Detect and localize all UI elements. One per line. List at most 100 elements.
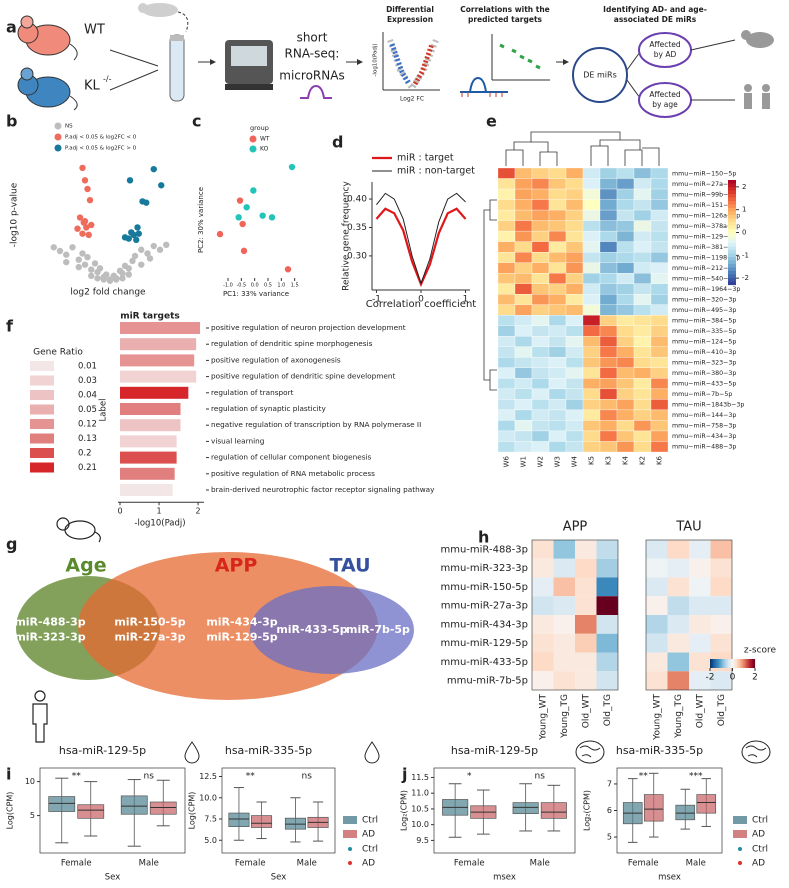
legend-marker — [738, 847, 742, 851]
heatmap-cell — [565, 399, 584, 411]
axis-label: -log10 p-value — [10, 182, 20, 247]
heatmap-cell — [532, 671, 554, 690]
connector — [626, 51, 641, 71]
heatmap-cell — [575, 652, 597, 672]
heatmap-cell — [548, 346, 567, 358]
heatmap-cell — [650, 167, 669, 179]
point — [284, 266, 292, 273]
heatmap-cell — [599, 378, 618, 390]
heatmap-cell — [633, 283, 652, 295]
significance: ** — [246, 772, 256, 782]
heatmap-cell — [646, 633, 668, 653]
row-label: mmu-miR-488-3p — [440, 544, 528, 555]
mouse-label-sup: -/- — [103, 75, 112, 84]
mouse-gray — [138, 3, 178, 17]
heatmap-cell — [582, 230, 601, 242]
row-label: mmu−miR−758−3p — [672, 423, 736, 430]
heatmap-cell — [616, 441, 635, 453]
significance: ** — [72, 772, 82, 782]
colorbar-segment — [728, 246, 736, 251]
heatmap-cell — [497, 325, 516, 337]
x-tick-label: -1 — [372, 295, 381, 305]
heatmap-cell — [565, 430, 584, 442]
heatmap-cell — [565, 251, 584, 263]
box — [120, 795, 148, 815]
colorbar-segment — [728, 204, 736, 209]
column-label: K4 — [622, 455, 630, 465]
heatmap-cell — [575, 596, 597, 615]
heatmap-cell — [599, 399, 618, 411]
heatmap-cell — [633, 441, 652, 453]
row-label: mmu−miR−380−3p — [672, 370, 736, 377]
point — [163, 241, 170, 248]
legend-marker — [348, 861, 352, 865]
heatmap-cell — [514, 378, 533, 390]
legend-label: Ctrl — [752, 845, 768, 855]
heatmap-cell — [616, 188, 635, 200]
heatmap-cell — [532, 596, 554, 615]
heatmap-cell — [553, 558, 575, 578]
heatmap-cell — [646, 558, 668, 578]
people-icon — [744, 84, 770, 109]
row-label: mmu−miR−434−3p — [672, 433, 736, 440]
heatmap-cell — [531, 315, 550, 326]
heatmap-cell — [565, 346, 584, 358]
row-label: mmu−miR−129−5p — [672, 233, 736, 240]
heatmap-cell — [548, 178, 567, 190]
heatmap-cell — [531, 399, 550, 411]
node-label: Affected — [649, 40, 681, 49]
heatmap-cell — [689, 615, 711, 634]
category-label: regulation of cellular component biogene… — [211, 453, 372, 462]
axis-label: -log10(Padj) — [134, 519, 185, 529]
heatmap-cell — [667, 633, 689, 653]
point — [88, 272, 95, 279]
column-label: Old_TG — [603, 694, 613, 726]
heatmap-cell — [616, 209, 635, 221]
point — [76, 214, 84, 221]
point — [79, 164, 86, 172]
heatmap-cell — [633, 220, 652, 232]
legend-label: 0.2 — [78, 449, 92, 459]
colorbar-segment — [728, 281, 736, 286]
set-title: Age — [65, 555, 106, 577]
point — [86, 196, 94, 204]
heatmap-cell — [514, 325, 533, 337]
heatmap-cell — [497, 283, 516, 295]
row-label: mmu−miR−1198−5p — [672, 254, 740, 261]
colorbar-segment — [744, 659, 747, 668]
dendrogram — [483, 131, 660, 391]
y-tick-label: 5.0 — [204, 836, 217, 845]
axis-label: msex — [493, 873, 516, 883]
column-label: K3 — [605, 456, 613, 465]
heatmap-cell — [531, 241, 550, 253]
heatmap-cell — [565, 294, 584, 305]
point — [125, 265, 132, 272]
point — [84, 185, 91, 193]
colorbar-segment — [723, 659, 726, 668]
x-tick-label: Male — [139, 859, 159, 869]
heatmap-cell — [616, 409, 635, 421]
legend-swatch — [30, 404, 54, 415]
colorbar-segment — [728, 190, 736, 195]
set-member: miR-433-5p — [276, 623, 347, 636]
category-label: positive regulation of neuron projection… — [211, 323, 406, 332]
point — [119, 275, 126, 282]
heatmap-title: APP — [563, 520, 588, 535]
heatmap-cell — [599, 315, 618, 326]
heatmap-cell — [582, 325, 601, 337]
axis-label: PC2: 30% variance — [197, 187, 205, 253]
heatmap-cell — [616, 304, 635, 316]
heatmap-cell — [582, 178, 601, 190]
legend-label: AD — [752, 830, 765, 840]
point — [81, 218, 89, 225]
point — [63, 258, 70, 266]
heatmap-cell — [548, 220, 567, 232]
bar — [120, 386, 189, 399]
sequencer — [225, 40, 273, 90]
heatmap-cell — [633, 251, 652, 263]
colorbar-segment — [750, 659, 753, 668]
row-label: mmu−miR−151−3p — [672, 202, 736, 209]
axis-label: Sex — [271, 873, 287, 883]
heatmap-cell — [633, 336, 652, 347]
heatmap-cell — [531, 199, 550, 211]
